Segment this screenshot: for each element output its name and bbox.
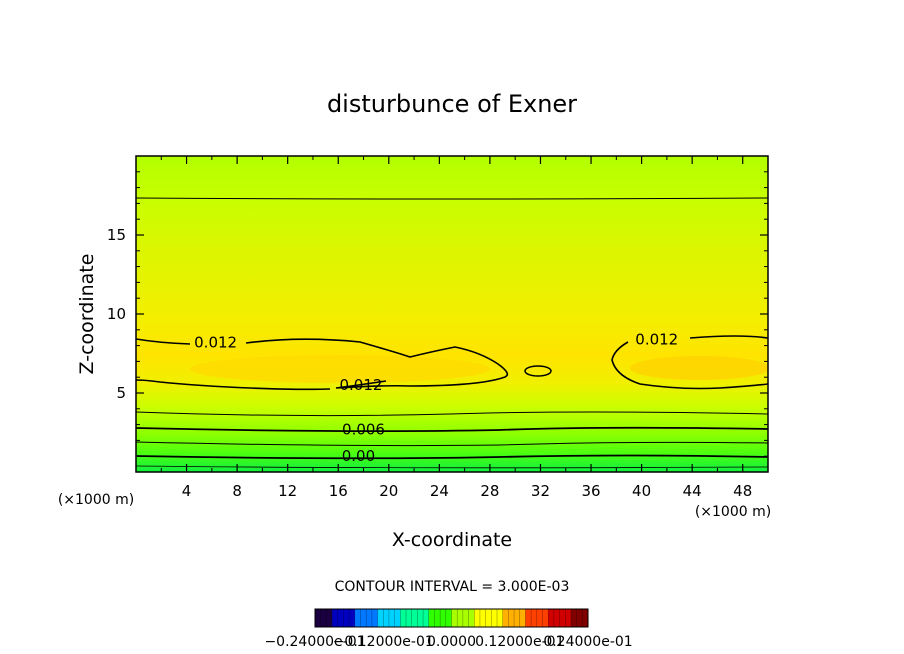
contour-label: 0.012 xyxy=(635,330,678,348)
colorbar-swatch xyxy=(406,609,413,627)
contour-island xyxy=(524,365,552,377)
contour-interval-text: CONTOUR INTERVAL = 3.000E-03 xyxy=(335,579,570,595)
colorbar-swatch xyxy=(474,609,481,627)
y-tick-label: 10 xyxy=(107,305,126,323)
colorbar-swatch xyxy=(553,609,561,627)
y-axis-label: Z-coordinate xyxy=(76,254,98,375)
x-tick-label: 36 xyxy=(581,482,600,500)
field-background xyxy=(136,156,768,472)
colorbar-tick-label: 0.12000e-01 xyxy=(475,634,564,650)
x-tick-label: 48 xyxy=(733,482,752,500)
colorbar-frame xyxy=(314,608,589,628)
colorbar-swatch xyxy=(565,609,572,627)
colorbar-swatch xyxy=(485,609,492,627)
x-axis-ticks: 4 8 12 16 20 24 28 32 36 40 44 48 xyxy=(160,156,752,500)
contour-line xyxy=(136,197,768,200)
x-tick-label: 20 xyxy=(379,482,398,500)
contour-label: 0.012 xyxy=(340,376,383,394)
colorbar-swatch xyxy=(388,609,396,627)
colorbar-swatch xyxy=(366,609,373,627)
plot-field xyxy=(136,156,768,472)
colorbar-swatch xyxy=(576,609,583,627)
colorbar-swatch xyxy=(451,609,458,627)
colorbar-swatch xyxy=(383,609,390,627)
colorbar-swatch xyxy=(332,609,339,627)
colorbar-swatch xyxy=(377,609,384,627)
x-tick-label: 12 xyxy=(278,482,297,500)
colorbar-swatch xyxy=(440,609,447,627)
colorbar-swatch xyxy=(428,609,435,627)
x-tick-label: 16 xyxy=(329,482,348,500)
contour-label: 0.012 xyxy=(194,333,237,351)
colorbar xyxy=(314,608,589,628)
colorbar-swatch xyxy=(434,609,441,627)
colorbar-swatch xyxy=(519,609,526,627)
colorbar-tick-label: 0.24000e-01 xyxy=(543,634,632,650)
y-axis-ticks: 5 10 15 xyxy=(107,171,768,457)
max-region-left xyxy=(190,355,490,383)
colorbar-swatch xyxy=(531,609,538,627)
colorbar-swatch xyxy=(462,609,470,627)
colorbar-swatch xyxy=(479,609,487,627)
colorbar-swatch xyxy=(582,609,589,627)
colorbar-swatch xyxy=(491,609,498,627)
colorbar-swatch xyxy=(337,609,344,627)
colorbar-swatch xyxy=(445,609,452,627)
x-axis-label: X-coordinate xyxy=(392,529,512,551)
x-tick-label: 8 xyxy=(232,482,242,500)
colorbar-swatch xyxy=(343,609,350,627)
x-tick-label: 44 xyxy=(683,482,702,500)
colorbar-swatch xyxy=(548,609,555,627)
colorbar-swatch xyxy=(536,609,543,627)
colorbar-swatch xyxy=(497,609,504,627)
colorbar-swatch xyxy=(417,609,424,627)
colorbar-swatch xyxy=(508,609,515,627)
contour-labels: 0.012 0.012 0.012 0.006 0.00 xyxy=(194,330,678,465)
contour-label: 0.00 xyxy=(342,447,375,465)
colorbar-swatch xyxy=(394,609,401,627)
colorbar-swatch xyxy=(514,609,521,627)
x-tick-label: 24 xyxy=(430,482,449,500)
colorbar-swatch xyxy=(360,609,367,627)
contour-line xyxy=(136,426,768,433)
y-tick-label: 15 xyxy=(107,226,126,244)
x-unit-left: (×1000 m) xyxy=(58,492,134,508)
x-tick-label: 40 xyxy=(632,482,651,500)
contour-line xyxy=(136,465,768,469)
x-tick-label: 4 xyxy=(182,482,192,500)
colorbar-swatch xyxy=(326,609,333,627)
colorbar-swatch xyxy=(371,609,379,627)
colorbar-swatch xyxy=(411,609,418,627)
max-region-right xyxy=(630,356,768,380)
contour-line xyxy=(136,441,768,447)
colorbar-swatch xyxy=(525,609,532,627)
colorbar-swatch xyxy=(315,609,322,627)
colorbar-swatch xyxy=(502,609,509,627)
colorbar-swatch xyxy=(354,609,361,627)
colorbar-tick-labels: −0.24000e-01−0.12000e-010.0000 0.12000e-0… xyxy=(264,634,632,650)
colorbar-swatch xyxy=(468,609,475,627)
colorbar-swatch xyxy=(349,609,356,627)
y-tick-label: 5 xyxy=(116,384,126,402)
x-tick-label: 28 xyxy=(480,482,499,500)
colorbar-swatch xyxy=(400,609,407,627)
contour-line xyxy=(611,335,768,390)
colorbar-swatch xyxy=(320,609,327,627)
colorbar-swatch xyxy=(423,609,430,627)
colorbar-swatch xyxy=(559,609,566,627)
contour-line xyxy=(136,454,768,460)
x-unit-right: (×1000 m) xyxy=(695,504,771,520)
colorbar-swatch xyxy=(542,609,549,627)
colorbar-tick-label: −0.24000e-01 xyxy=(264,634,365,650)
contour-line xyxy=(136,338,509,391)
x-tick-label: 32 xyxy=(531,482,550,500)
colorbar-tick-label: −0.12000e-01 xyxy=(333,634,434,650)
colorbar-tick-label: 0.0000 xyxy=(427,634,476,650)
colorbar-swatch xyxy=(570,609,578,627)
contour-label: 0.006 xyxy=(342,420,385,438)
colorbar-swatch xyxy=(457,609,464,627)
contour-line xyxy=(136,411,768,417)
chart-title: disturbunce of Exner xyxy=(327,90,577,118)
